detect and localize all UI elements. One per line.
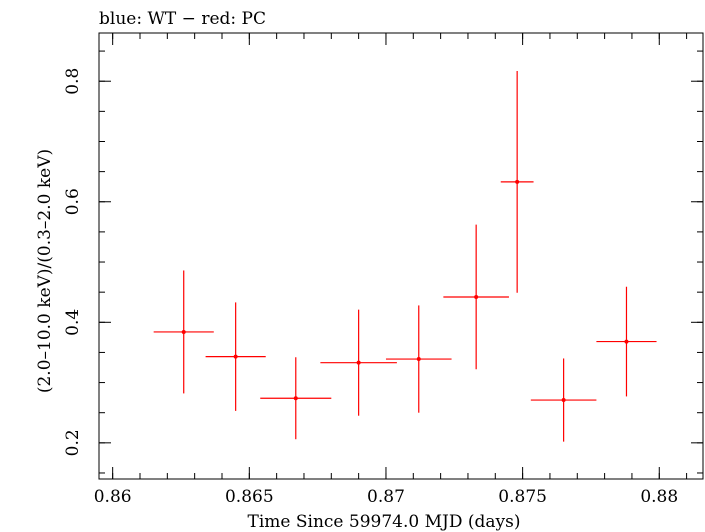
y-tick-label: 0.2: [63, 429, 83, 456]
point-marker: [515, 179, 520, 184]
data-point: [205, 302, 266, 411]
data-point: [385, 305, 452, 413]
y-tick-label: 0.4: [63, 309, 83, 336]
point-marker: [416, 357, 421, 362]
point-marker: [293, 396, 298, 401]
x-tick-label: 0.87: [367, 487, 405, 507]
y-tick-label: 0.6: [63, 188, 83, 215]
x-axis-label: Time Since 59974.0 MJD (days): [248, 512, 521, 532]
y-tick-label: 0.8: [63, 68, 83, 95]
data-point: [153, 270, 214, 394]
x-tick-label: 0.86: [94, 487, 132, 507]
point-marker: [356, 360, 361, 365]
point-marker: [474, 294, 479, 299]
x-tick-label: 0.88: [640, 487, 678, 507]
point-marker: [233, 354, 238, 359]
point-marker: [181, 329, 186, 334]
point-marker: [561, 398, 566, 403]
y-axis: 0.2 0.4 0.6 0.8: [63, 50, 703, 474]
data-point: [260, 357, 332, 440]
y-axis-label: (2.0–10.0 keV)/(0.3–2.0 keV): [35, 149, 55, 393]
x-tick-label: 0.875: [498, 487, 547, 507]
chart-title: blue: WT − red: PC: [99, 9, 266, 29]
data-point: [500, 70, 534, 293]
point-marker: [624, 339, 629, 344]
plot-frame: [98, 32, 704, 480]
data-point: [530, 358, 597, 442]
x-axis: 0.86 0.865 0.87 0.875 0.88: [94, 33, 688, 507]
data-point: [320, 309, 397, 416]
data-point: [596, 286, 657, 397]
data-point: [443, 224, 509, 370]
x-tick-label: 0.865: [225, 487, 274, 507]
data-series: [153, 70, 657, 442]
